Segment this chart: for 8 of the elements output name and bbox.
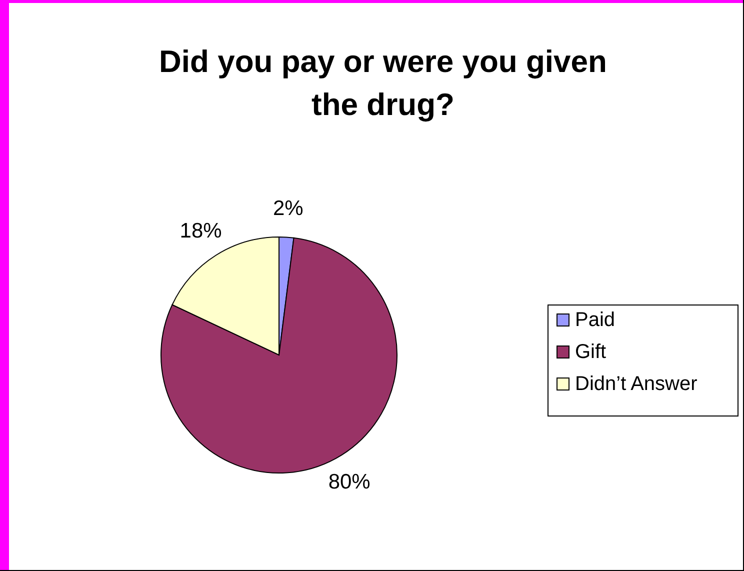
chart-title: Did you pay or were you given the drug? [159,44,607,122]
legend-label: Didn’t Answer [575,373,698,395]
pie-slice [160,237,398,474]
data-label: 18% [180,219,222,242]
data-label: 80% [328,470,370,494]
legend-label: Gift [575,341,607,363]
data-label: 2% [272,196,304,220]
legend-label: Paid [575,309,616,331]
